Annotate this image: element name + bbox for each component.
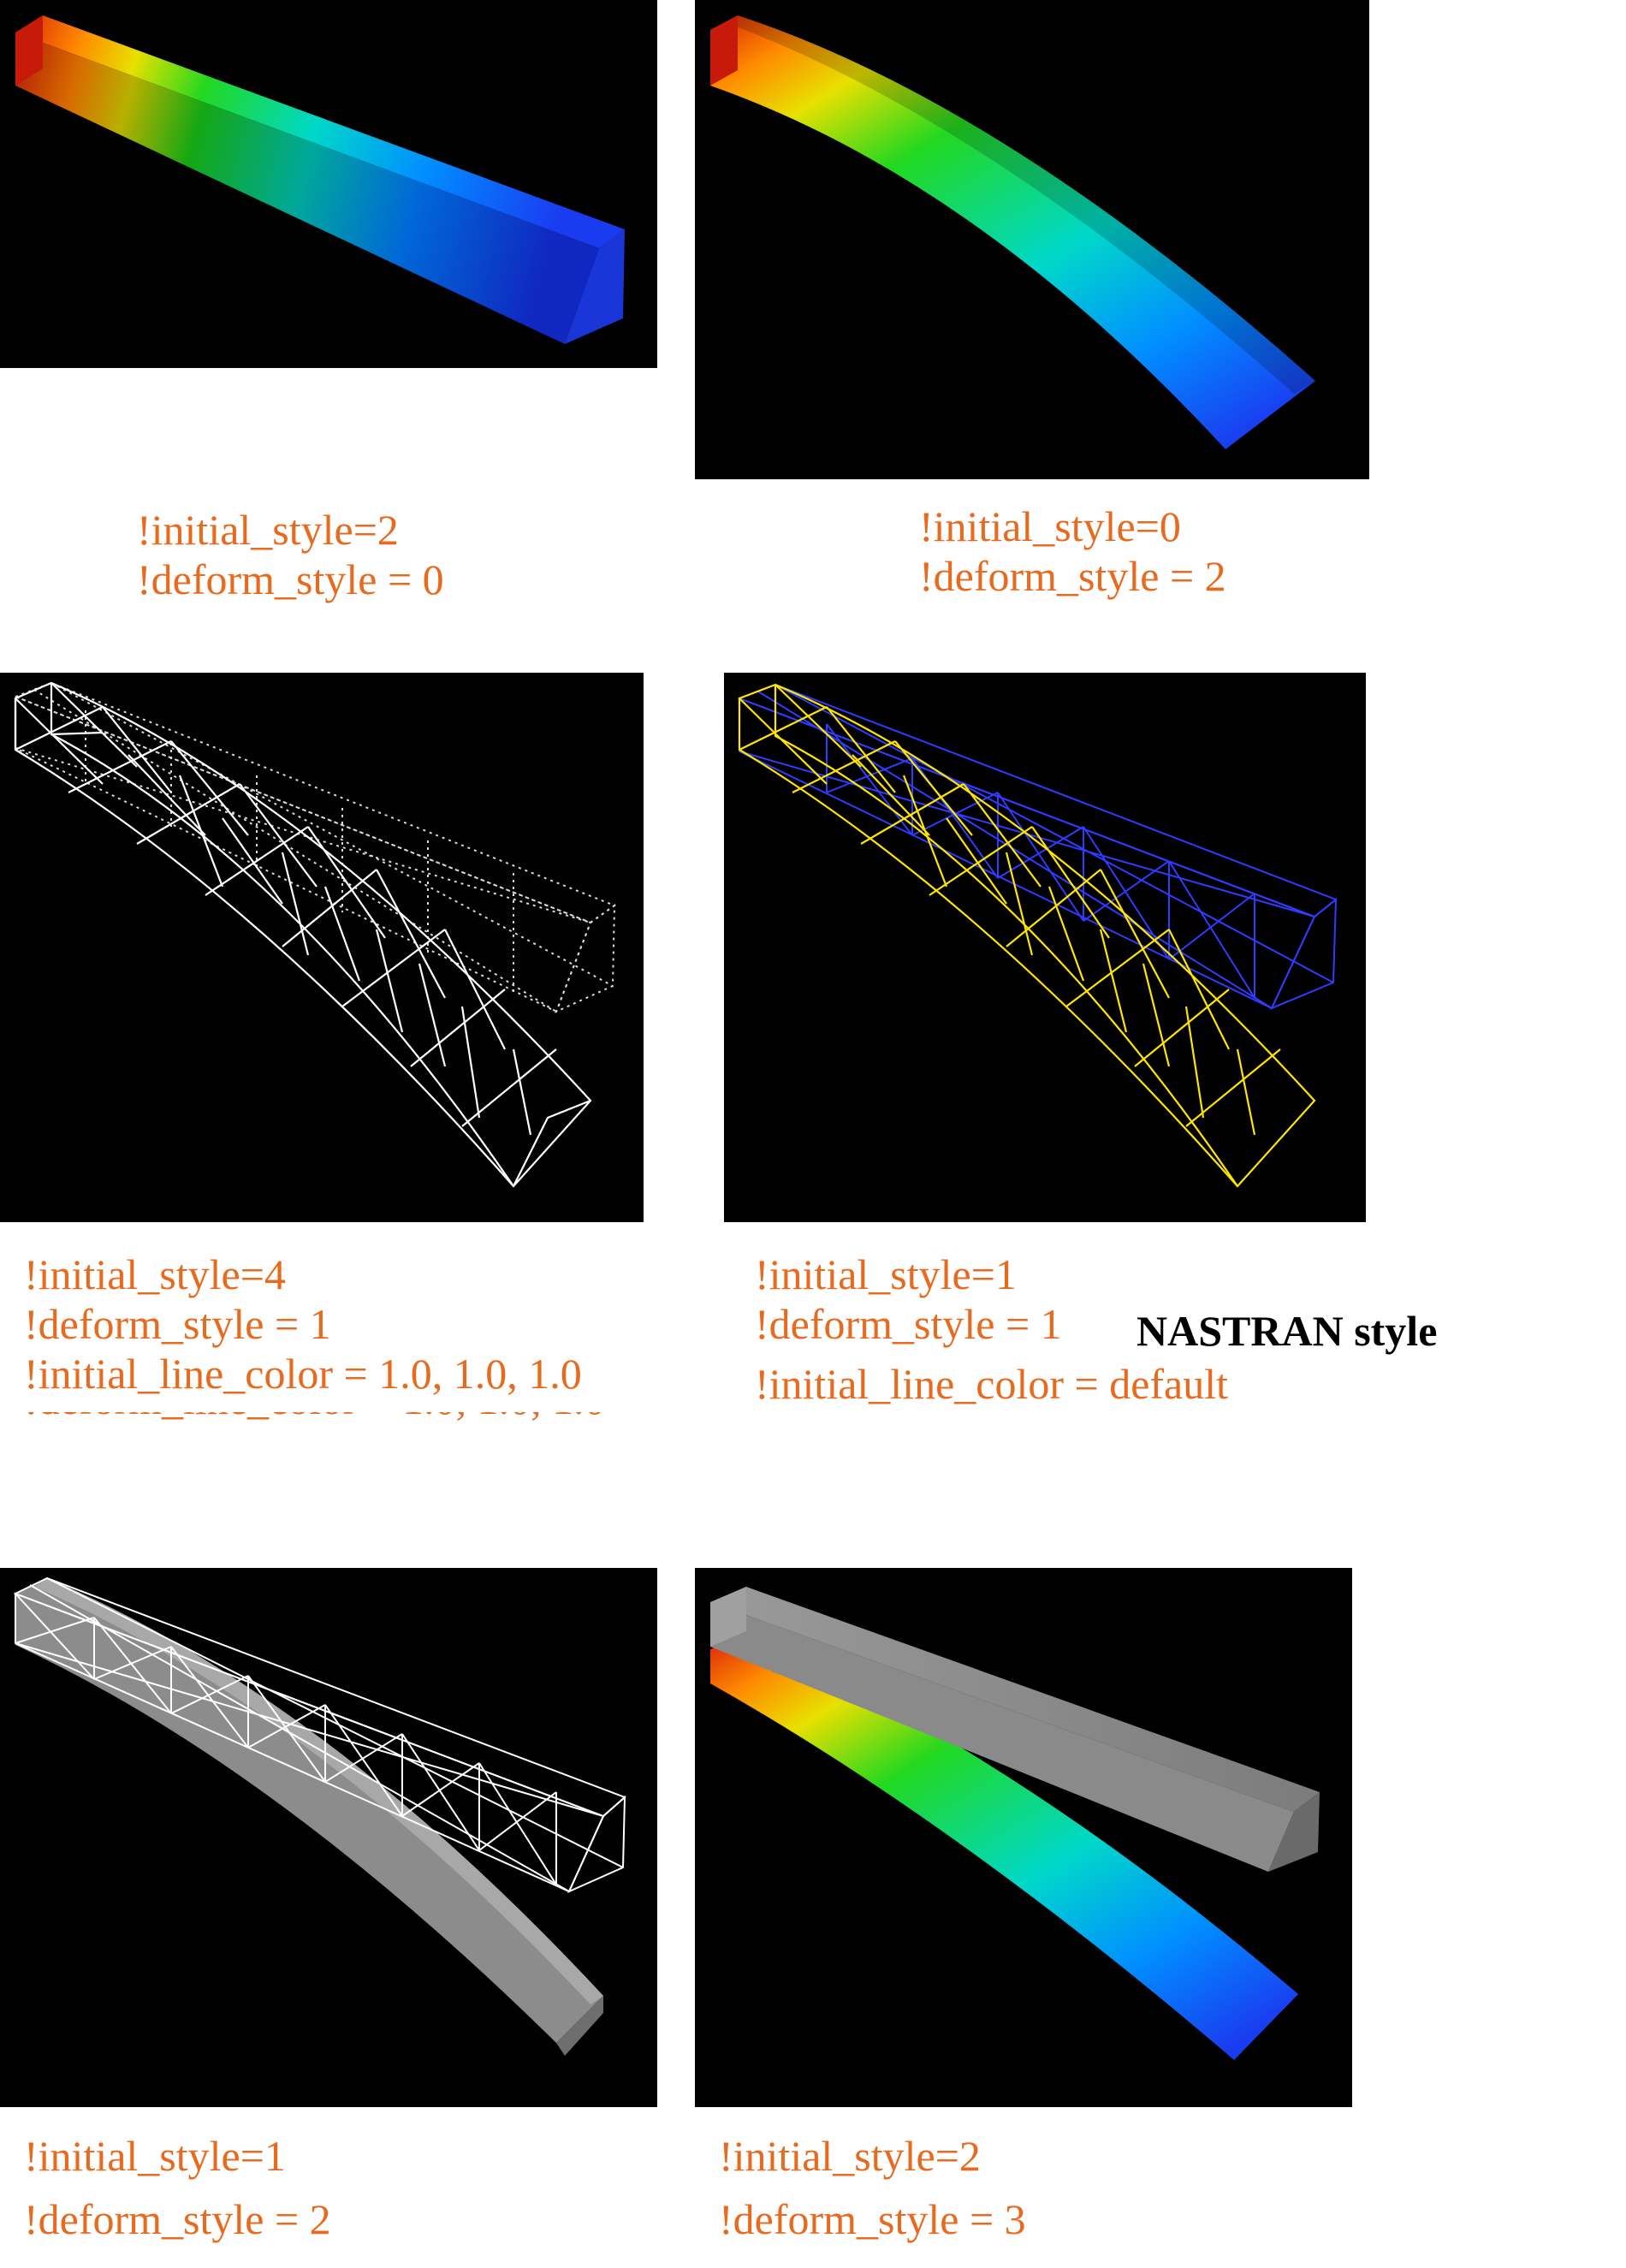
yellow-blue-wireframe-graphic: [737, 683, 1338, 1188]
caption-line: !initial_line_color = 1.0, 1.0, 1.0: [24, 1350, 582, 1398]
caption-line: !deform_style = 2: [24, 2195, 331, 2243]
gray-initial-contour-deformed-graphic: [710, 1587, 1320, 2060]
caption-line: !initial_style=1: [24, 2132, 286, 2180]
nastran-style-label: NASTRAN style: [1136, 1307, 1438, 1355]
panel-initial0-deform2: [695, 0, 1369, 479]
caption-panel-4: !initial_style=1 !deform_style = 1 !init…: [755, 1250, 1228, 1409]
caption-line: !deform_style = 1: [755, 1300, 1062, 1348]
caption-line: !initial_style=2: [719, 2132, 981, 2180]
caption-panel-1: !initial_style=2 !deform_style = 0: [137, 505, 444, 604]
clipped-line-text: !deform_line_color = 1.0, 1.0, 1.0: [24, 1412, 649, 1424]
white-wireframe-graphic: [13, 681, 617, 1188]
caption-line: !deform_style = 3: [719, 2195, 1026, 2243]
caption-panel-2: !initial_style=0 !deform_style = 2: [919, 502, 1226, 601]
panel-initial2-deform0: [0, 0, 657, 368]
panel-initial1-deform1-nastran: [724, 673, 1366, 1222]
contour-straight-beam-graphic: [15, 15, 625, 344]
wire-initial-gray-deformed-graphic: [13, 1576, 626, 2056]
caption-line: !initial_line_color = default: [755, 1360, 1229, 1408]
caption-panel-5: !initial_style=1 !deform_style = 2: [24, 2131, 331, 2244]
caption-line: !initial_style=1: [755, 1250, 1017, 1298]
caption-line: !initial_style=0: [919, 502, 1181, 550]
caption-line: !initial_style=2: [137, 506, 399, 554]
panel-initial1-deform2: [0, 1568, 657, 2107]
caption-panel-3: !initial_style=4 !deform_style = 1 !init…: [24, 1250, 582, 1398]
caption-line: !deform_style = 1: [24, 1300, 331, 1348]
caption-panel-6: !initial_style=2 !deform_style = 3: [719, 2131, 1026, 2244]
contour-bent-beam-graphic: [710, 15, 1315, 449]
caption-line: !initial_style=4: [24, 1250, 286, 1298]
caption-line: !deform_style = 0: [137, 555, 444, 603]
caption-line: !deform_style = 2: [919, 552, 1226, 600]
panel-initial4-deform1: [0, 673, 644, 1222]
caption-panel-3-clipped-line: !deform_line_color = 1.0, 1.0, 1.0: [24, 1412, 649, 1426]
panel-initial2-deform3: [695, 1568, 1352, 2107]
